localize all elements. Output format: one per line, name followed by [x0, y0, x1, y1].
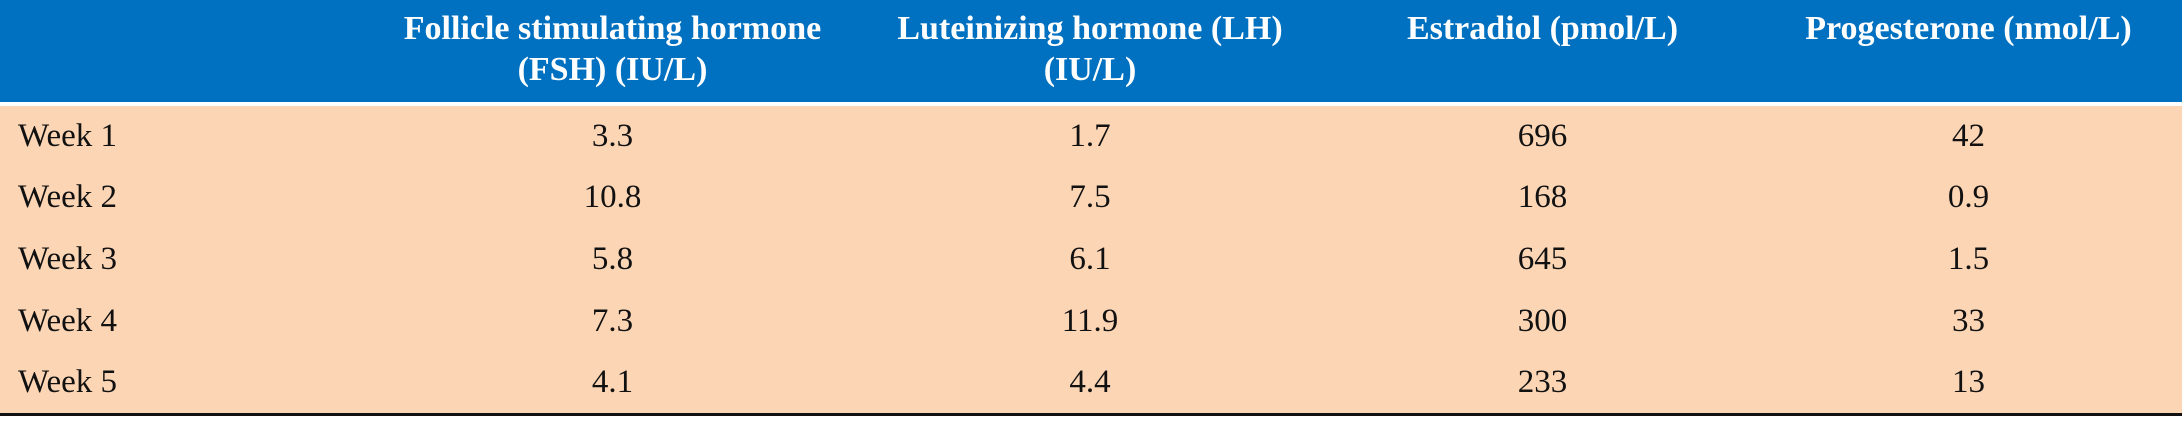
cell-value: 13 [1755, 352, 2182, 416]
cell-value: 11.9 [1061, 302, 1119, 339]
cell-value: 6.1 [1069, 240, 1111, 277]
row-label: Week 2 [18, 178, 118, 215]
table-row: Week 3 5.8 6.1 645 1.5 [0, 228, 2182, 290]
row-label: Week 3 [18, 240, 118, 277]
column-header: Estradiol (pmol/L) [1330, 0, 1755, 106]
cell-value: 168 [1517, 178, 1568, 215]
table-body: Week 1 3.3 1.7 696 42 Week 2 10.8 7.5 168 0.9 Week… [0, 104, 2182, 416]
table-row: Week 1 3.3 1.7 696 42 [0, 104, 2182, 166]
column-header: Luteinizing hormone (LH) (IU/L) [850, 0, 1330, 106]
cell-value: 42 [1952, 117, 1985, 154]
cell-value: 7.5 [1069, 178, 1111, 215]
row-label: Week 5 [0, 352, 375, 416]
cell-value: 1.5 [1947, 240, 1990, 277]
corner-cell [0, 0, 375, 106]
cell-value: 233 [1330, 352, 1755, 416]
cell-value: 3.3 [591, 117, 634, 154]
table-header: Follicle stimulating hormone (FSH) (IU/L… [0, 0, 2182, 106]
table-row: Week 5 4.1 4.4 233 13 [0, 352, 2182, 416]
table-row: Week 4 7.3 11.9 300 33 [0, 290, 2182, 352]
cell-value: 696 [1517, 117, 1568, 154]
cell-value: 645 [1517, 240, 1568, 277]
cell-value: 10.8 [583, 178, 642, 215]
column-header: Follicle stimulating hormone (FSH) (IU/L… [375, 0, 850, 106]
header-row: Follicle stimulating hormone (FSH) (IU/L… [0, 0, 2182, 106]
cell-value: 4.1 [375, 352, 850, 416]
cell-value: 0.9 [1947, 178, 1990, 215]
cell-value: 4.4 [850, 352, 1330, 416]
hormone-table: Follicle stimulating hormone (FSH) (IU/L… [0, 0, 2182, 416]
cell-value: 33 [1952, 302, 1985, 339]
column-header: Progesterone (nmol/L) [1755, 0, 2182, 106]
cell-value: 300 [1517, 302, 1568, 339]
cell-value: 5.8 [591, 240, 634, 277]
row-label: Week 4 [18, 302, 118, 339]
cell-value: 1.7 [1069, 117, 1111, 154]
cell-value: 7.3 [591, 302, 634, 339]
table-row: Week 2 10.8 7.5 168 0.9 [0, 166, 2182, 228]
row-label: Week 1 [18, 117, 118, 154]
